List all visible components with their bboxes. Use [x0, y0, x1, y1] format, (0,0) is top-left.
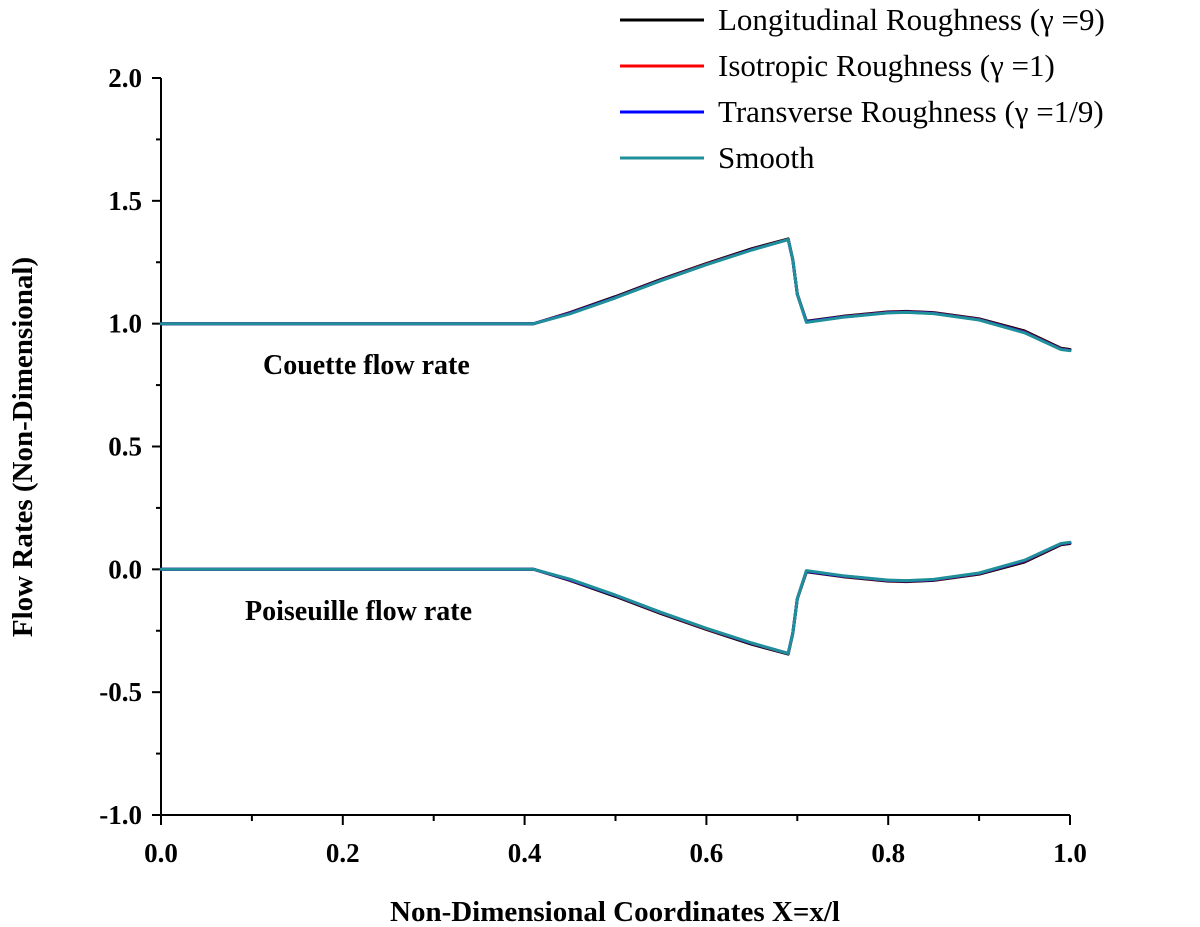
y-tick-label: -1.0	[99, 800, 142, 830]
legend-label: Transverse Roughness (γ =1/9)	[718, 94, 1104, 129]
x-tick-label: 0.2	[326, 838, 360, 868]
legend-label: Smooth	[718, 140, 815, 175]
y-axis-title: Flow Rates (Non-Dimensional)	[7, 257, 39, 637]
y-tick-label: 1.5	[108, 186, 142, 216]
x-tick-label: 0.4	[508, 838, 542, 868]
series-line-poiseuille-3	[159, 540, 1072, 655]
y-tick-label: -0.5	[99, 677, 142, 707]
series-line-couette-1	[159, 237, 1072, 352]
legend: Longitudinal Roughness (γ =9) Isotropic R…	[620, 2, 1105, 175]
x-tick-label: 0.0	[144, 838, 178, 868]
series-line-couette-3	[159, 238, 1072, 353]
legend-label: Longitudinal Roughness (γ =9)	[718, 2, 1105, 37]
x-axis-title: Non-Dimensional Coordinates X=x/l	[390, 896, 840, 927]
x-tick-label: 1.0	[1053, 838, 1087, 868]
axes-layer	[160, 78, 1070, 816]
y-tick-label: 0.0	[108, 554, 142, 584]
annotation-couette: Couette flow rate	[263, 350, 470, 381]
y-tick-label: 2.0	[108, 63, 142, 93]
annotations-layer: Couette flow rate Poiseuille flow rate	[245, 350, 472, 627]
ticks-layer: -1.0 -0.5 0.0 0.5 1.0 1.5 2.0 0.0 0.2 0.4 0.6 0.8 1.…	[99, 63, 1087, 868]
y-tick-label: 1.0	[108, 309, 142, 339]
series-layer	[159, 237, 1072, 656]
x-tick-label: 0.6	[690, 838, 724, 868]
x-tick-label: 0.8	[871, 838, 905, 868]
legend-label: Isotropic Roughness (γ =1)	[718, 48, 1055, 83]
series-line-couette-0	[159, 237, 1072, 351]
y-tick-label: 0.5	[108, 432, 142, 462]
annotation-poiseuille: Poiseuille flow rate	[245, 596, 472, 627]
